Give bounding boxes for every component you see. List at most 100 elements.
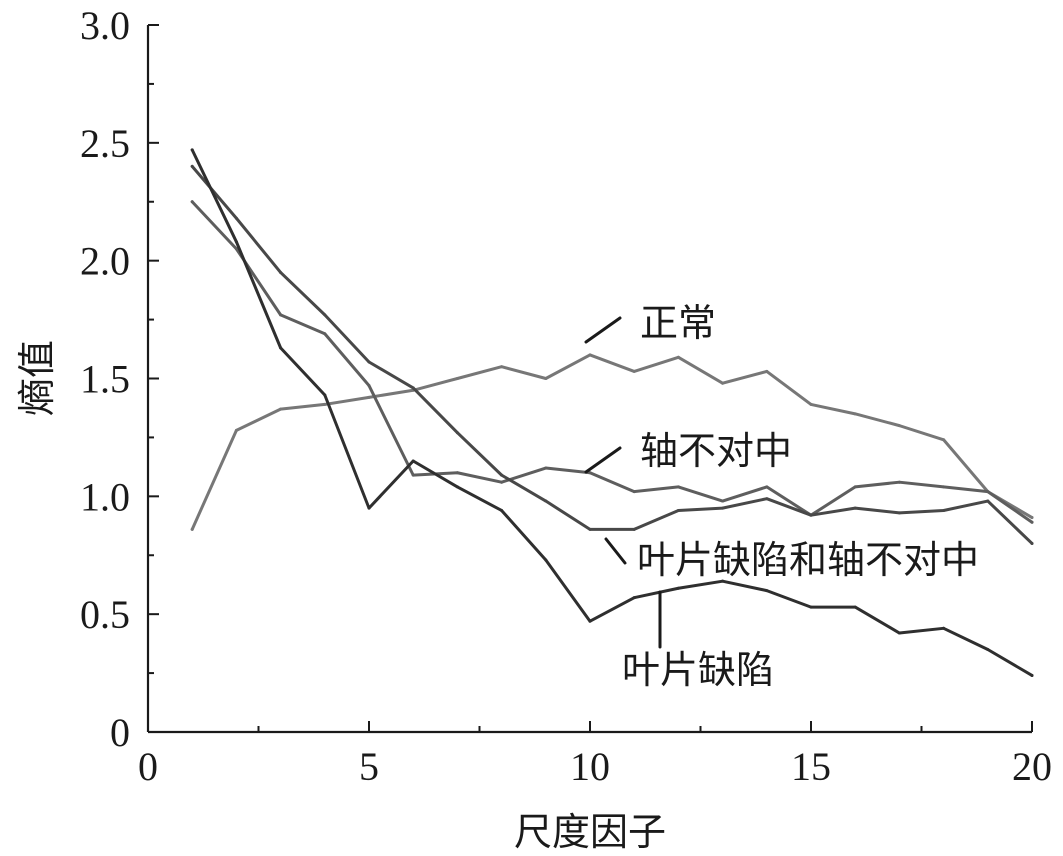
data-point bbox=[1030, 520, 1034, 524]
data-point bbox=[588, 527, 592, 531]
data-point bbox=[190, 164, 194, 168]
series-line bbox=[190, 200, 1034, 524]
data-point bbox=[676, 508, 680, 512]
data-point bbox=[809, 513, 813, 517]
data-point bbox=[190, 527, 194, 531]
data-point bbox=[986, 499, 990, 503]
data-point bbox=[411, 459, 415, 463]
data-point bbox=[588, 619, 592, 623]
data-point bbox=[721, 381, 725, 385]
data-point bbox=[323, 402, 327, 406]
callout-leader-line bbox=[584, 316, 622, 344]
y-tick-label: 1.5 bbox=[80, 357, 130, 402]
data-point bbox=[1030, 541, 1034, 545]
data-point bbox=[190, 148, 194, 152]
data-point bbox=[853, 412, 857, 416]
data-point bbox=[234, 428, 238, 432]
data-point bbox=[676, 355, 680, 359]
data-point bbox=[455, 431, 459, 435]
data-point bbox=[455, 485, 459, 489]
y-axis-title: 熵值 bbox=[15, 340, 59, 416]
series-4 bbox=[190, 148, 1034, 677]
data-point bbox=[190, 200, 194, 204]
series-1 bbox=[190, 353, 1034, 531]
data-point bbox=[234, 247, 238, 251]
data-point bbox=[367, 506, 371, 510]
callout-label: 轴不对中 bbox=[640, 429, 792, 473]
data-point bbox=[367, 360, 371, 364]
data-point bbox=[323, 332, 327, 336]
data-point bbox=[234, 240, 238, 244]
data-point bbox=[897, 424, 901, 428]
data-point bbox=[676, 485, 680, 489]
data-point bbox=[942, 508, 946, 512]
data-point bbox=[632, 369, 636, 373]
data-point bbox=[279, 346, 283, 350]
callout-label: 叶片缺陷 bbox=[622, 648, 774, 692]
x-tick-label: 10 bbox=[570, 744, 610, 789]
data-point bbox=[323, 313, 327, 317]
callout: 轴不对中 bbox=[584, 429, 792, 474]
data-point bbox=[500, 480, 504, 484]
data-point bbox=[544, 558, 548, 562]
data-point bbox=[279, 407, 283, 411]
data-point bbox=[1030, 673, 1034, 677]
data-point bbox=[455, 377, 459, 380]
data-point bbox=[986, 648, 990, 652]
callout-leader-line bbox=[604, 537, 627, 565]
data-point bbox=[632, 527, 636, 531]
callout-label: 正常 bbox=[640, 301, 716, 345]
data-point bbox=[544, 377, 548, 380]
data-point bbox=[632, 596, 636, 600]
x-tick-label: 20 bbox=[1012, 744, 1052, 789]
callout-leader-line bbox=[584, 446, 622, 474]
data-point bbox=[765, 369, 769, 373]
data-point bbox=[411, 473, 415, 477]
series-line bbox=[190, 164, 1034, 545]
data-point bbox=[721, 579, 725, 583]
chart-axes bbox=[146, 25, 1032, 734]
data-point bbox=[853, 605, 857, 609]
data-point bbox=[676, 586, 680, 590]
data-point bbox=[765, 589, 769, 593]
data-point bbox=[809, 402, 813, 406]
y-tick-label: 3.0 bbox=[80, 3, 130, 48]
x-tick-label: 0 bbox=[138, 744, 158, 789]
callout: 叶片缺陷和轴不对中 bbox=[604, 537, 979, 582]
x-tick-label: 15 bbox=[791, 744, 831, 789]
data-point bbox=[632, 490, 636, 494]
series-line bbox=[190, 148, 1034, 677]
data-point bbox=[323, 393, 327, 397]
series-line bbox=[190, 353, 1034, 531]
data-point bbox=[809, 605, 813, 609]
data-point bbox=[853, 485, 857, 489]
data-point bbox=[544, 466, 548, 470]
data-point bbox=[500, 508, 504, 512]
y-tick-label: 2.5 bbox=[80, 121, 130, 166]
data-point bbox=[500, 365, 504, 369]
data-point bbox=[942, 626, 946, 630]
data-point bbox=[367, 395, 371, 399]
x-axis-title: 尺度因子 bbox=[514, 810, 666, 854]
y-tick-label: 0 bbox=[110, 710, 130, 755]
data-point bbox=[765, 497, 769, 501]
series-3 bbox=[190, 164, 1034, 545]
data-point bbox=[721, 506, 725, 510]
data-point bbox=[279, 313, 283, 317]
data-point bbox=[897, 511, 901, 515]
x-tick-label: 5 bbox=[359, 744, 379, 789]
y-tick-label: 2.0 bbox=[80, 239, 130, 284]
data-point bbox=[544, 499, 548, 503]
series-layer bbox=[190, 148, 1034, 677]
series-2 bbox=[190, 200, 1034, 524]
callout: 正常 bbox=[584, 301, 716, 345]
axis-ticks: 0 0.5 1.0 1.5 2.0 2.5 3.0 0 5 10 15 20 bbox=[80, 3, 1052, 789]
y-tick-label: 0.5 bbox=[80, 592, 130, 637]
data-point bbox=[1030, 516, 1034, 520]
callout-label: 叶片缺陷和轴不对中 bbox=[637, 538, 979, 582]
data-point bbox=[588, 353, 592, 357]
data-point bbox=[942, 438, 946, 442]
data-point bbox=[942, 485, 946, 489]
data-point bbox=[500, 473, 504, 477]
